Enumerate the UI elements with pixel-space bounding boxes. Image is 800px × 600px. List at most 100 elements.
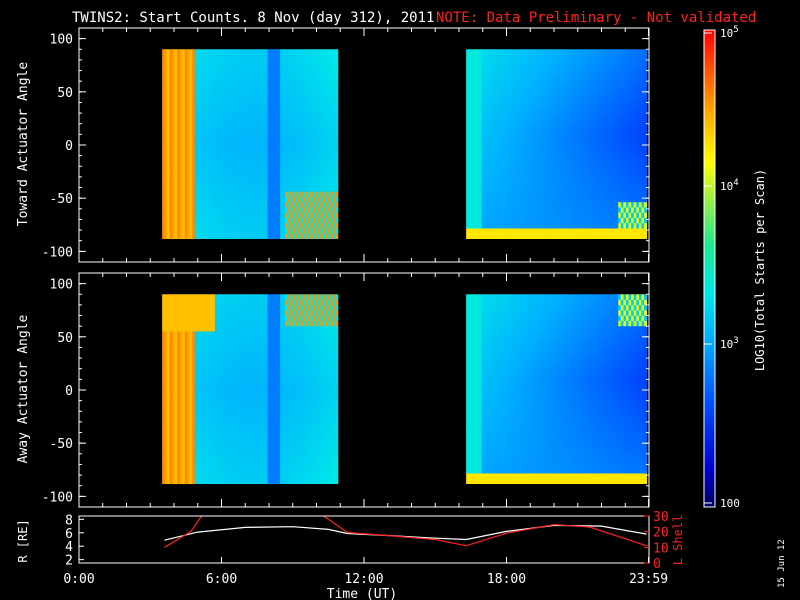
heatmap-cell xyxy=(558,154,562,161)
heatmap-cell xyxy=(582,91,586,98)
heatmap-cell xyxy=(626,107,629,113)
heatmap-cell xyxy=(610,65,614,71)
heatmap-cell xyxy=(189,91,193,98)
heatmap-cell xyxy=(600,180,604,187)
heatmap-cell xyxy=(494,180,498,187)
heatmap-cell xyxy=(247,133,251,140)
heatmap-cell xyxy=(177,217,181,224)
heatmap-cell xyxy=(491,80,495,87)
heatmap-cell xyxy=(237,86,241,92)
heatmap-cell xyxy=(335,212,339,218)
heatmap-cell xyxy=(633,228,637,234)
heatmap-cell xyxy=(517,91,521,98)
heatmap-cell xyxy=(466,133,470,140)
heatmap-cell xyxy=(270,207,273,213)
heatmap-cell xyxy=(595,133,599,140)
heatmap-cell xyxy=(172,186,176,192)
heatmap-cell xyxy=(280,59,284,66)
heatmap-cell xyxy=(587,175,591,182)
heatmap-cell xyxy=(262,91,266,98)
heatmap-cell xyxy=(592,212,596,218)
heatmap-cell xyxy=(305,186,309,192)
heatmap-cell xyxy=(297,154,301,161)
heatmap-cell xyxy=(507,96,511,103)
heatmap-cell xyxy=(260,228,263,234)
heatmap-cell xyxy=(584,91,588,98)
heatmap-cell xyxy=(504,59,508,66)
heatmap-cell xyxy=(553,54,557,61)
heatmap-cell xyxy=(197,96,201,103)
heatmap-cell xyxy=(332,159,336,166)
heatmap-cell xyxy=(184,186,188,192)
heatmap-cell xyxy=(209,101,213,108)
heatmap-cell xyxy=(638,180,642,187)
heatmap-cell xyxy=(252,96,256,103)
heatmap-cell xyxy=(277,228,281,234)
heatmap-cell xyxy=(262,217,266,224)
heatmap-cell xyxy=(305,107,309,113)
heatmap-cell xyxy=(605,128,609,134)
heatmap-cell xyxy=(290,175,294,182)
heatmap-cell xyxy=(620,133,624,140)
heatmap-cell xyxy=(595,175,599,182)
heatmap-cell xyxy=(209,159,213,166)
heatmap-cell xyxy=(528,70,531,76)
heatmap-cell xyxy=(633,180,637,187)
heatmap-cell xyxy=(525,80,529,87)
heatmap-cell xyxy=(605,143,609,150)
heatmap-cell xyxy=(471,133,475,140)
heatmap-cell xyxy=(172,180,176,187)
heatmap-cell xyxy=(628,212,632,218)
heatmap-cell xyxy=(302,65,306,71)
heatmap-cell xyxy=(335,59,339,66)
heatmap-cell xyxy=(571,101,575,108)
heatmap-cell xyxy=(277,233,281,239)
heatmap-cell xyxy=(566,212,570,218)
heatmap-cell xyxy=(207,201,211,208)
heatmap-cell xyxy=(290,128,294,134)
heatmap-cell xyxy=(528,186,531,192)
heatmap-cell xyxy=(184,49,188,55)
heatmap-cell xyxy=(595,143,599,150)
heatmap-cell xyxy=(548,201,552,208)
heatmap-cell xyxy=(525,143,529,150)
heatmap-cell xyxy=(504,180,508,187)
heatmap-cell xyxy=(520,228,524,234)
heatmap-cell xyxy=(615,154,619,161)
heatmap-cell xyxy=(605,75,609,82)
heatmap-cell xyxy=(287,122,291,129)
heatmap-cell xyxy=(569,101,573,108)
heatmap-cell xyxy=(618,70,622,76)
heatmap-cell xyxy=(504,49,508,55)
heatmap-cell xyxy=(589,207,593,213)
heatmap-cell xyxy=(322,207,326,213)
heatmap-cell xyxy=(628,65,632,71)
heatmap-cell xyxy=(307,164,311,171)
heatmap-cell xyxy=(280,49,284,55)
heatmap-cell xyxy=(295,164,299,171)
heatmap-cell xyxy=(290,154,294,161)
heatmap-cell xyxy=(272,159,276,166)
heatmap-cell xyxy=(484,222,488,229)
heatmap-cell xyxy=(607,70,611,76)
heatmap-cell xyxy=(239,180,243,187)
heatmap-cell xyxy=(497,154,501,161)
heatmap-cell xyxy=(623,70,627,76)
heatmap-cell xyxy=(509,207,513,213)
heatmap-cell xyxy=(597,186,601,192)
heatmap-cell xyxy=(234,112,238,119)
heatmap-cell xyxy=(481,170,485,176)
heatmap-cell xyxy=(247,149,251,155)
heatmap-cell xyxy=(244,191,248,197)
heatmap-cell xyxy=(618,143,622,150)
heatmap-cell xyxy=(633,170,637,176)
heatmap-cell xyxy=(507,222,511,229)
heatmap-cell xyxy=(636,75,640,82)
heatmap-cell xyxy=(164,101,168,108)
heatmap-cell xyxy=(320,128,324,134)
heatmap-cell xyxy=(618,112,622,119)
heatmap-cell xyxy=(595,122,599,129)
heatmap-cell xyxy=(605,117,609,124)
heatmap-cell xyxy=(499,59,503,66)
heatmap-cell xyxy=(466,201,470,208)
